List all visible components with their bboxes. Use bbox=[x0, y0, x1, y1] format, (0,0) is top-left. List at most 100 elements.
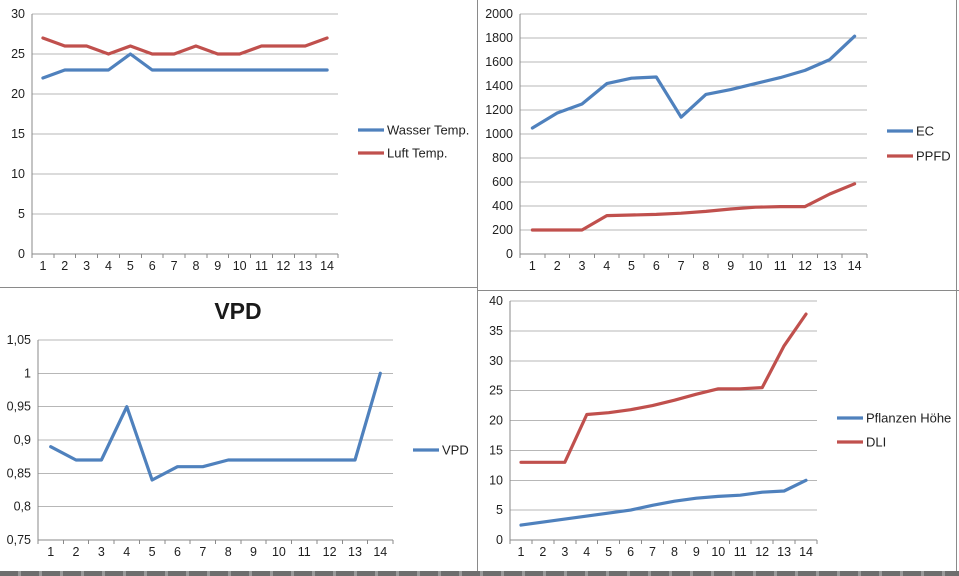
chart-border-horizontal-left bbox=[0, 287, 477, 288]
x-tick-label: 9 bbox=[693, 545, 700, 559]
x-tick-label: 2 bbox=[539, 545, 546, 559]
x-tick-label: 8 bbox=[192, 259, 199, 273]
x-tick-label: 2 bbox=[73, 545, 80, 559]
x-tick-label: 1 bbox=[529, 259, 536, 273]
y-tick-label: 35 bbox=[489, 324, 503, 338]
x-tick-label: 12 bbox=[755, 545, 769, 559]
y-tick-label: 1,05 bbox=[7, 333, 31, 347]
legend-label-wasser-temp: Wasser Temp. bbox=[387, 123, 469, 138]
y-tick-label: 20 bbox=[11, 87, 25, 101]
series-line-ec[interactable] bbox=[530, 34, 857, 130]
x-tick-label: 4 bbox=[603, 259, 610, 273]
legend-entry-vpd[interactable]: VPD bbox=[413, 443, 469, 458]
x-tick-label: 6 bbox=[653, 259, 660, 273]
chart-title[interactable]: VPD bbox=[214, 298, 261, 324]
x-tick-label: 11 bbox=[734, 545, 747, 559]
series-line-dli[interactable] bbox=[519, 312, 808, 464]
sheet-edge-strip bbox=[0, 571, 959, 576]
y-tick-label: 15 bbox=[489, 443, 503, 457]
y-tick-label: 30 bbox=[489, 354, 503, 368]
series-line-ppfd[interactable] bbox=[530, 182, 857, 232]
y-tick-label: 1400 bbox=[485, 79, 513, 93]
legend-label-vpd: VPD bbox=[442, 443, 469, 458]
series-line-vpd[interactable] bbox=[49, 371, 382, 482]
x-tick-label: 5 bbox=[149, 545, 156, 559]
x-tick-label: 12 bbox=[323, 545, 337, 559]
x-tick-label: 10 bbox=[749, 259, 763, 273]
x-tick-label: 13 bbox=[823, 259, 837, 273]
y-tick-label: 1000 bbox=[485, 127, 513, 141]
x-tick-label: 14 bbox=[320, 259, 334, 273]
legend-entry-ppfd[interactable]: PPFD bbox=[887, 149, 951, 164]
chart-pflanzenhoehe-dli[interactable]: 0 5 10 15 20 25 30 35 40 1 2 3 4 5 6 7 8 9 10 11 12 13 14 Pflan… bbox=[479, 288, 959, 573]
legend-entry-pflanzen-h-he[interactable]: Pflanzen Höhe bbox=[837, 411, 951, 426]
chart-border-horizontal-right bbox=[477, 290, 959, 291]
y-tick-label: 0,75 bbox=[7, 533, 31, 547]
x-tick-label: 9 bbox=[250, 545, 257, 559]
y-tick-label: 400 bbox=[492, 199, 513, 213]
x-tick-label: 6 bbox=[627, 545, 634, 559]
chart-ec-ppfd[interactable]: 0 200 400 600 800 1000 1200 1400 1600 1800 2000 1 2 3… bbox=[479, 0, 959, 288]
y-tick-label: 0 bbox=[496, 533, 503, 547]
y-tick-label: 5 bbox=[496, 503, 503, 517]
y-tick-label: 30 bbox=[11, 7, 25, 21]
x-tick-label: 3 bbox=[98, 545, 105, 559]
x-tick-label: 7 bbox=[199, 545, 206, 559]
series-line-wasser-temp[interactable] bbox=[41, 52, 329, 80]
y-tick-label: 0,9 bbox=[14, 433, 31, 447]
series-line-luft-temp[interactable] bbox=[41, 36, 329, 56]
x-tick-label: 14 bbox=[373, 545, 387, 559]
y-tick-label: 1 bbox=[24, 366, 31, 380]
x-tick-label: 7 bbox=[678, 259, 685, 273]
legend-entry-wasser-temp[interactable]: Wasser Temp. bbox=[358, 123, 469, 138]
x-tick-label: 12 bbox=[798, 259, 812, 273]
x-tick-label: 3 bbox=[83, 259, 90, 273]
x-tick-label: 10 bbox=[272, 545, 286, 559]
y-tick-label: 0 bbox=[18, 247, 25, 261]
legend-label-luft-temp: Luft Temp. bbox=[387, 146, 447, 161]
x-tick-label: 14 bbox=[799, 545, 813, 559]
x-tick-label: 13 bbox=[777, 545, 791, 559]
x-tick-label: 9 bbox=[214, 259, 221, 273]
legend-label-dli: DLI bbox=[866, 435, 886, 450]
legend-entry-dli[interactable]: DLI bbox=[837, 435, 886, 450]
x-tick-label: 4 bbox=[105, 259, 112, 273]
legend-label-pflanzen-h-he: Pflanzen Höhe bbox=[866, 411, 951, 426]
x-tick-label: 12 bbox=[276, 259, 290, 273]
x-tick-label: 3 bbox=[578, 259, 585, 273]
y-tick-label: 5 bbox=[18, 207, 25, 221]
x-tick-label: 8 bbox=[702, 259, 709, 273]
x-tick-label: 1 bbox=[39, 259, 46, 273]
y-tick-label: 0,95 bbox=[7, 400, 31, 414]
x-tick-label: 4 bbox=[123, 545, 130, 559]
x-tick-label: 14 bbox=[848, 259, 862, 273]
legend-label-ec: EC bbox=[916, 124, 934, 139]
x-tick-label: 10 bbox=[711, 545, 725, 559]
x-tick-label: 1 bbox=[517, 545, 524, 559]
y-tick-label: 10 bbox=[489, 473, 503, 487]
y-tick-label: 0,85 bbox=[7, 466, 31, 480]
legend-entry-luft-temp[interactable]: Luft Temp. bbox=[358, 146, 447, 161]
x-tick-label: 11 bbox=[298, 545, 311, 559]
x-tick-label: 13 bbox=[348, 545, 362, 559]
legend-entry-ec[interactable]: EC bbox=[887, 124, 934, 139]
x-tick-label: 4 bbox=[583, 545, 590, 559]
y-tick-label: 40 bbox=[489, 294, 503, 308]
x-tick-label: 11 bbox=[774, 259, 787, 273]
x-tick-label: 2 bbox=[554, 259, 561, 273]
x-tick-label: 11 bbox=[255, 259, 268, 273]
chart-temperature[interactable]: 0 5 10 15 20 25 30 1 2 3 4 5 6 7 8 9 10 11 12 13 14 Wasser Te… bbox=[0, 0, 479, 288]
x-tick-label: 13 bbox=[298, 259, 312, 273]
series-line-pflanzen-h-he[interactable] bbox=[519, 478, 808, 527]
chart-vpd[interactable]: 0,75 0,8 0,85 0,9 0,95 1 1,05 1 2 3 4 5 6 7 8 9 10 11 12 13… bbox=[0, 288, 479, 573]
x-tick-label: 3 bbox=[561, 545, 568, 559]
chart-border-vertical bbox=[477, 0, 478, 572]
x-tick-label: 7 bbox=[171, 259, 178, 273]
x-tick-label: 5 bbox=[127, 259, 134, 273]
x-tick-label: 9 bbox=[727, 259, 734, 273]
y-tick-label: 25 bbox=[11, 47, 25, 61]
y-tick-label: 1600 bbox=[485, 55, 513, 69]
